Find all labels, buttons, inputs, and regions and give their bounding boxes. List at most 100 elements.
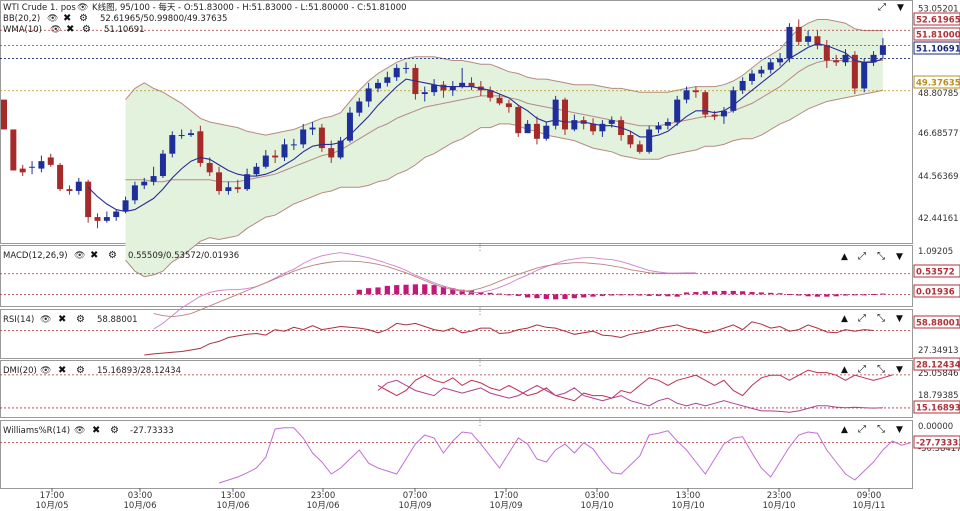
move-down-icon[interactable]: ▼ (896, 425, 903, 435)
expand-icon[interactable]: ⤢ (858, 313, 866, 324)
move-down-icon[interactable]: ▼ (896, 252, 903, 262)
close-icon[interactable]: ✖ (58, 314, 66, 325)
move-up-icon[interactable]: ▲ (841, 425, 848, 435)
gear-icon[interactable]: ⚙ (79, 13, 88, 24)
macd-histogram-bar (403, 284, 409, 295)
candle-body (75, 181, 82, 191)
move-up-icon[interactable]: ▲ (841, 252, 848, 262)
close-icon[interactable]: ✖ (63, 13, 71, 24)
macd-histogram-bar (721, 290, 727, 295)
candle-body (459, 82, 466, 87)
panel-resize-handle[interactable]: ⋮ (476, 418, 485, 428)
move-down-icon[interactable]: ▼ (897, 3, 904, 13)
candle-body (159, 153, 166, 177)
candle-body (94, 217, 101, 221)
candle-body (206, 163, 213, 173)
y-tick-label: 48.80785 (918, 89, 959, 99)
eye-icon[interactable]: 👁 (40, 366, 51, 376)
indicator-label: Williams%R(14) (3, 426, 70, 436)
y-tick-label: 53.05201 (918, 5, 959, 15)
value-tag-label: 58.88001 (916, 319, 960, 329)
panel-resize-handle[interactable]: ⋮ (476, 243, 485, 253)
candle-body (851, 54, 858, 89)
close-icon[interactable]: ✖ (66, 24, 74, 35)
macd-histogram-bar (581, 294, 587, 298)
candle-body (879, 45, 886, 55)
bb-values: 52.61965/50.99800/49.37635 (100, 14, 227, 24)
eye-icon[interactable]: 👁 (74, 426, 85, 436)
eye-icon[interactable]: 👁 (47, 14, 58, 24)
macd-histogram-bar (384, 285, 390, 295)
y-tick-label: 18.79385 (918, 391, 959, 401)
x-tick-date: 10月/10 (763, 501, 796, 511)
gear-icon[interactable]: ⚙ (82, 24, 91, 35)
macd-histogram-bar (459, 289, 465, 295)
x-tick-time: 03:00 (585, 491, 610, 501)
collapse-icon[interactable]: ⤡ (877, 424, 885, 435)
candle-body (870, 54, 877, 63)
gear-icon[interactable]: ⚙ (108, 250, 117, 261)
panel-resize-handle[interactable]: ⋮ (476, 307, 485, 317)
candle-body (730, 90, 737, 111)
move-up-icon[interactable]: ▲ (841, 314, 848, 324)
collapse-icon[interactable]: ⤡ (877, 364, 885, 375)
bollinger-middle-line (125, 60, 883, 183)
candle-body (767, 62, 774, 70)
x-tick-time: 09:00 (857, 491, 882, 501)
expand-icon[interactable]: ⤢ (858, 364, 866, 375)
macd-histogram-bar (506, 294, 512, 296)
dmi-plus-line (377, 369, 893, 402)
x-tick-time: 23:00 (311, 491, 336, 501)
candle-body (449, 86, 456, 91)
collapse-icon[interactable]: ⤡ (877, 313, 885, 324)
value-tag-label: 49.37635 (916, 79, 960, 89)
move-up-icon[interactable]: ▲ (841, 365, 848, 375)
gear-icon[interactable]: ⚙ (110, 425, 119, 436)
expand-icon[interactable]: ⤢ (858, 251, 866, 262)
candle-body (515, 107, 522, 134)
macd-histogram-bar (440, 286, 447, 295)
candle-body (431, 84, 438, 93)
collapse-icon[interactable]: ⤡ (877, 251, 885, 262)
macd-signal-line (153, 260, 696, 318)
candle-body (365, 88, 372, 102)
panel-resize-handle[interactable]: ⋮ (476, 358, 485, 368)
candle-body (674, 99, 681, 122)
close-icon[interactable]: ✖ (90, 250, 98, 261)
candle-body (57, 164, 64, 190)
macd-histogram-bar (487, 292, 493, 295)
close-icon[interactable]: ✖ (58, 365, 66, 376)
move-down-icon[interactable]: ▼ (896, 314, 903, 324)
candle-body (281, 144, 288, 158)
candle-body (253, 166, 260, 175)
macd-histogram-bar (525, 294, 531, 298)
macd-histogram-bar (702, 291, 708, 295)
candle-body (720, 110, 727, 117)
macd-histogram-bar (758, 292, 764, 295)
value-tag-label: 0.01936 (916, 288, 955, 298)
value-tag-label: 28.12434 (916, 361, 960, 371)
eye-icon[interactable]: 👁 (74, 251, 85, 261)
value-tag-label: 15.16893 (916, 404, 960, 414)
close-icon[interactable]: ✖ (92, 425, 100, 436)
move-down-icon[interactable]: ▼ (896, 365, 903, 375)
macd-histogram-bar (590, 294, 596, 297)
candle-body (393, 67, 400, 78)
gear-icon[interactable]: ⚙ (76, 365, 85, 376)
expand-icon[interactable]: ⤢ (878, 2, 886, 13)
eye-icon[interactable]: 👁 (50, 25, 61, 35)
expand-icon[interactable]: ⤢ (858, 424, 866, 435)
gear-icon[interactable]: ⚙ (76, 314, 85, 325)
x-tick-date: 10月/11 (853, 501, 886, 511)
candle-body (169, 135, 176, 154)
candle-body (655, 125, 662, 130)
macd-histogram-bar (749, 292, 755, 295)
eye-icon[interactable]: 👁 (40, 315, 51, 325)
eye-icon[interactable]: 👁 (77, 3, 88, 13)
x-tick-time: 23:00 (767, 491, 792, 501)
value-tag-label: 51.81000 (916, 31, 960, 41)
y-tick-label: 0.00000 (918, 422, 953, 432)
candle-body (141, 181, 148, 186)
candle-body (814, 36, 821, 46)
candle-body (505, 103, 512, 108)
